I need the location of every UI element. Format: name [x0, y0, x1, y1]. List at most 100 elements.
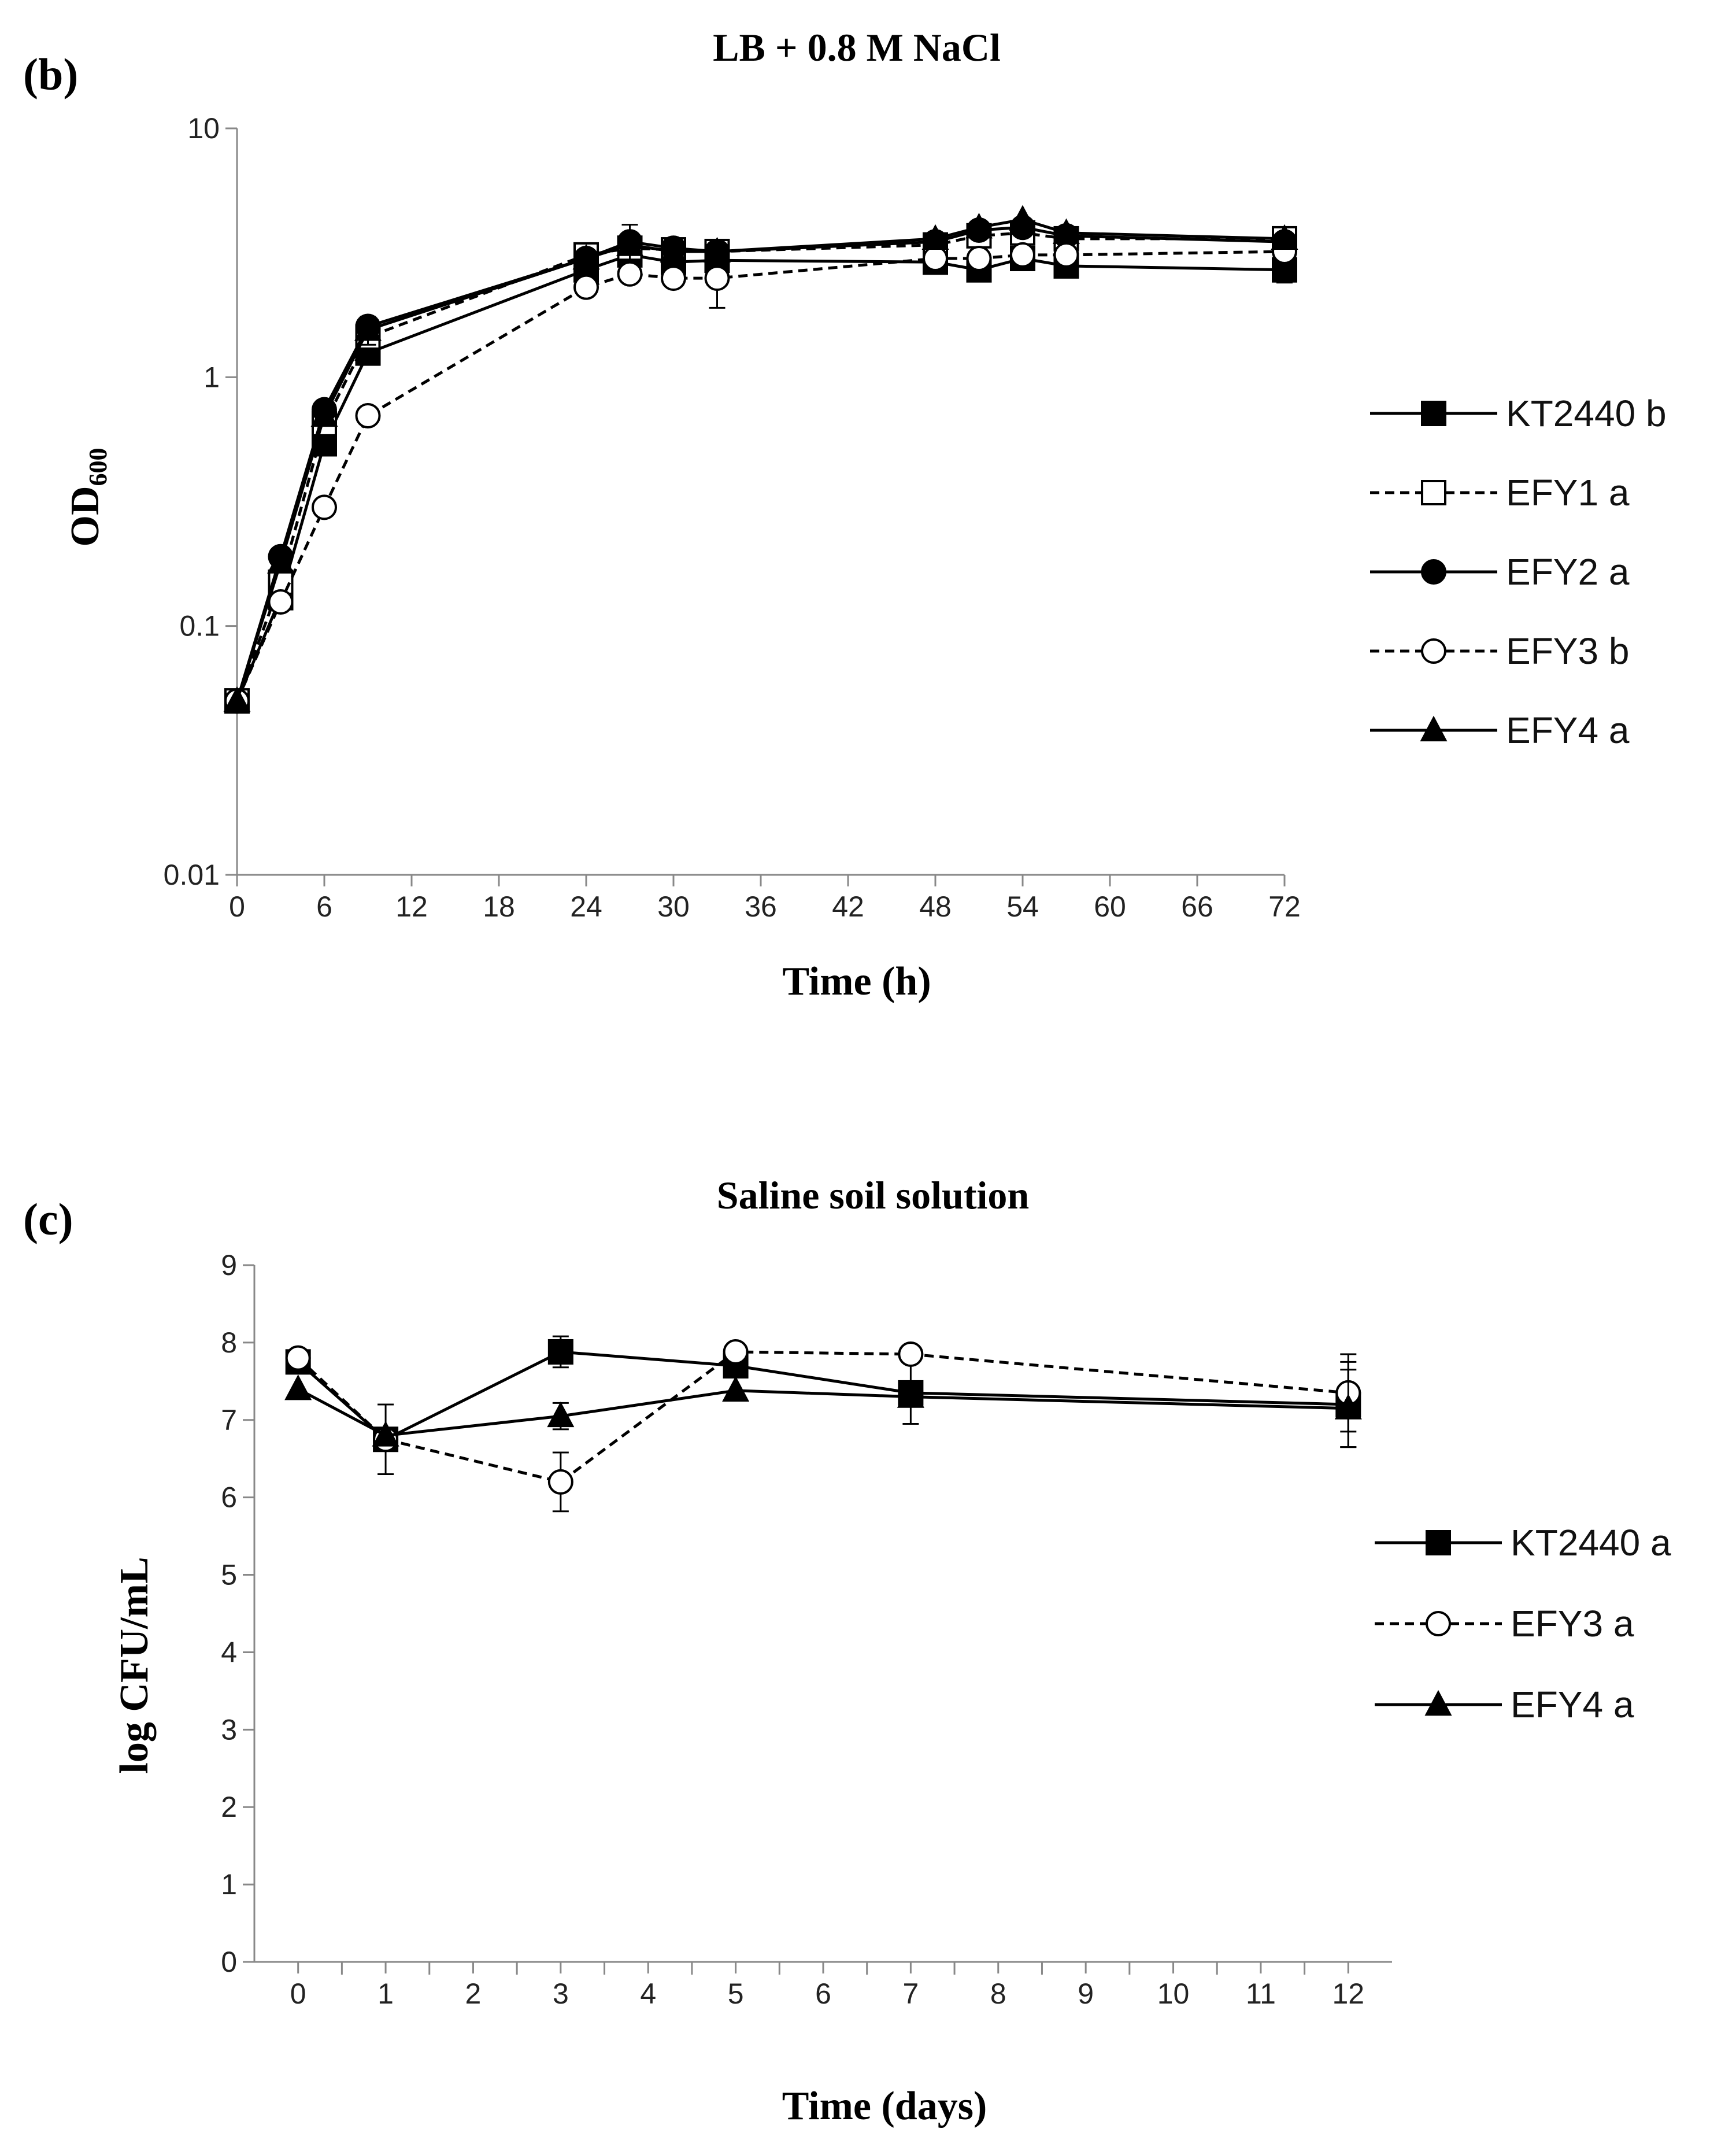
chart0-legend-item-4: EFY4 a — [1370, 709, 1630, 751]
panel-b-y-axis-title-sub: 600 — [84, 448, 112, 486]
chart1-series-line — [297, 1350, 1349, 1442]
chart1-y-tick-label: 8 — [221, 1326, 237, 1359]
chart0-data-point — [223, 686, 251, 712]
chart0-series-2 — [224, 215, 1297, 714]
chart0-x-tick-label: 60 — [1094, 890, 1126, 923]
chart0-legend-item-3: EFY3 b — [1370, 630, 1629, 672]
chart0-x-tick-label: 42 — [832, 890, 864, 923]
chart1-series-line — [297, 1350, 1349, 1484]
chart1-data-point — [898, 1341, 924, 1367]
chart0-data-point — [965, 213, 993, 239]
chart0-data-point — [354, 315, 382, 341]
panel-b-y-axis-title-main: OD — [63, 486, 108, 547]
chart0-data-point — [312, 494, 337, 520]
chart0-series-line — [235, 231, 1285, 702]
chart1-legend-label: EFY3 a — [1511, 1603, 1634, 1644]
chart0-series-3 — [224, 238, 1297, 714]
panel-c-legend: KT2440 a EFY3 a EFY4 a — [1375, 1522, 1671, 1725]
chart0-x-tick-label: 36 — [745, 890, 777, 923]
chart1-data-point — [284, 1374, 312, 1400]
chart0-legend-marker — [1420, 715, 1448, 742]
chart0-data-point — [1053, 242, 1079, 268]
chart0-data-point — [355, 402, 381, 428]
chart0-legend-label: EFY1 a — [1506, 472, 1630, 513]
chart0-x-tick-label: 48 — [919, 890, 952, 923]
chart0-x-tick-label: 0 — [229, 890, 245, 923]
chart1-series-1 — [285, 1339, 1361, 1513]
chart0-data-point — [268, 589, 294, 615]
chart1-legend-item-1: EFY3 a — [1375, 1603, 1634, 1644]
panel-c-title: Saline soil solution — [717, 1173, 1029, 1217]
chart1-data-point — [547, 1339, 573, 1365]
chart1-legend-label: KT2440 a — [1511, 1522, 1671, 1564]
chart0-x-tick-label: 54 — [1006, 890, 1039, 923]
chart1-data-point — [897, 1382, 924, 1408]
panel-c-x-axis-title: Time (days) — [782, 2084, 987, 2128]
chart0-data-point — [572, 243, 600, 270]
chart0-legend-label: EFY2 a — [1506, 551, 1630, 593]
panel-c-y-axis-title: log CFU/mL — [112, 1557, 157, 1773]
chart0-data-point — [310, 401, 338, 427]
chart0-data-point — [921, 224, 949, 250]
chart1-x-tick-label: 10 — [1157, 1978, 1190, 2010]
chart1-y-tick-label: 2 — [221, 1791, 237, 1823]
chart1-legend-item-0: KT2440 a — [1375, 1522, 1671, 1564]
panel-b-label: (b) — [23, 49, 78, 99]
panel-c-survival-chart: (c) Saline soil solution Time (days) log… — [23, 1173, 1671, 2128]
chart1-data-point — [547, 1401, 575, 1428]
chart0-series-1 — [224, 220, 1297, 714]
chart1-y-tick-label: 7 — [221, 1404, 237, 1436]
chart1-y-tick-label: 0 — [221, 1946, 237, 1978]
chart1-data-point — [547, 1469, 573, 1495]
chart0-y-tick-label: 10 — [187, 112, 220, 145]
chart0-x-tick-label: 6 — [316, 890, 332, 923]
chart0-data-point — [1009, 205, 1037, 231]
chart0-legend-item-0: KT2440 b — [1370, 393, 1667, 434]
chart0-legend-marker — [1421, 559, 1446, 585]
chart0-data-point — [1271, 224, 1298, 250]
chart0-legend-item-1: EFY1 a — [1370, 472, 1630, 513]
chart1-legend-marker — [1424, 1690, 1452, 1716]
chart1-y-tick-label: 5 — [221, 1559, 237, 1591]
chart0-data-point — [660, 236, 687, 263]
chart0-data-point — [617, 261, 643, 287]
chart1-x-tick-label: 5 — [728, 1978, 744, 2010]
chart1-x-tick-label: 7 — [902, 1978, 919, 2010]
chart0-x-tick-label: 72 — [1268, 890, 1301, 923]
chart1-x-tick-label: 0 — [290, 1978, 306, 2010]
panel-b-title: LB + 0.8 M NaCl — [713, 25, 1001, 69]
chart0-data-point — [1053, 218, 1080, 244]
chart1-series-line — [297, 1387, 1349, 1437]
chart0-data-point — [923, 246, 948, 272]
chart0-legend-label: KT2440 b — [1506, 393, 1667, 434]
panel-b-x-axis-title: Time (h) — [782, 959, 931, 1004]
chart1-legend-marker — [1426, 1611, 1451, 1636]
panel-b-growth-chart: (b) LB + 0.8 M NaCl Time (h) OD600 0.01 0… — [23, 25, 1667, 1004]
chart0-data-point — [267, 548, 294, 574]
chart0-data-point — [704, 265, 730, 291]
chart0-series-0 — [224, 242, 1297, 714]
panel-c-label: (c) — [23, 1194, 73, 1244]
chart0-series-4 — [223, 205, 1298, 712]
chart1-data-point — [372, 1421, 399, 1447]
chart0-legend-marker — [1421, 480, 1446, 505]
chart0-y-tick-label: 0.01 — [164, 859, 220, 891]
chart0-data-point — [966, 246, 992, 272]
chart1-x-tick-label: 1 — [377, 1978, 394, 2010]
chart1-y-tick-label: 4 — [221, 1636, 237, 1668]
chart1-y-tick-label: 6 — [221, 1481, 237, 1514]
chart1-x-tick-label: 3 — [553, 1978, 569, 2010]
chart0-series-line — [235, 226, 1285, 701]
chart1-series-2 — [284, 1369, 1362, 1448]
chart0-legend-marker — [1421, 638, 1446, 664]
chart0-series-line — [235, 218, 1285, 701]
chart0-data-point — [704, 236, 731, 263]
chart1-legend-label: EFY4 a — [1511, 1684, 1634, 1725]
chart0-data-point — [573, 274, 599, 300]
chart0-x-tick-label: 30 — [657, 890, 690, 923]
chart0-legend-label: EFY4 a — [1506, 709, 1630, 751]
chart0-data-point — [661, 265, 686, 291]
chart1-data-point — [1334, 1394, 1362, 1420]
